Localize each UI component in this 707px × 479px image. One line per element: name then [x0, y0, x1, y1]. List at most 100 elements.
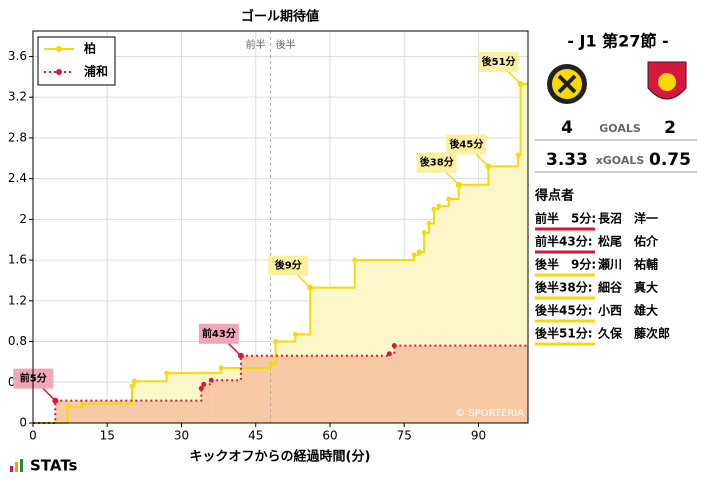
area-step — [438, 206, 449, 423]
goal-point — [455, 181, 462, 188]
goal-label: 後9分 — [275, 259, 302, 272]
y-tick-label: 2.4 — [8, 171, 27, 185]
step-line — [458, 166, 490, 186]
x-tick-label: 60 — [322, 429, 337, 443]
step-line — [134, 373, 168, 383]
scorer-time: 後半45分: — [535, 303, 593, 318]
x-tick-label: 75 — [397, 429, 412, 443]
point — [131, 378, 137, 384]
goal-point — [517, 80, 524, 87]
scorer-time: 後半 9分: — [535, 257, 596, 272]
x-tick-label: 15 — [100, 429, 115, 443]
x-tick-label: 45 — [248, 429, 263, 443]
chart-title: ゴール期待値 — [241, 9, 319, 25]
home-badge — [547, 64, 587, 104]
point — [386, 351, 392, 357]
area-step — [520, 83, 528, 423]
area-step — [240, 355, 390, 423]
home-goals: 4 — [561, 118, 573, 138]
y-tick-label: 1.2 — [8, 293, 27, 307]
goal-label-box — [268, 255, 309, 276]
footer: STATs — [30, 457, 78, 475]
first-half-label: 前半 — [246, 38, 266, 51]
step-line — [211, 355, 242, 382]
point — [268, 361, 274, 367]
area-step — [389, 353, 395, 423]
y-tick-label: 3.2 — [8, 90, 27, 104]
y-tick-label: 2 — [19, 212, 27, 226]
scorer-time: 後半38分: — [535, 280, 593, 295]
second-half-label: 後半 — [276, 38, 296, 51]
area-step — [55, 400, 202, 423]
area-step — [518, 155, 521, 423]
watermark: © SPORTERIA — [455, 408, 524, 419]
goal-point — [485, 163, 492, 170]
plot-frame — [32, 30, 529, 424]
legend-label: 浦和 — [84, 64, 108, 79]
point — [129, 383, 135, 389]
point — [416, 249, 422, 255]
step-line — [295, 287, 312, 336]
home-xg: 3.33 — [546, 150, 588, 170]
x-axis-label: キックオフからの経過時間(分) — [190, 449, 371, 465]
scorer-name: 久保 藤次郎 — [598, 326, 670, 341]
point — [352, 257, 358, 263]
x-tick-label: 90 — [471, 429, 486, 443]
round: - J1 第27節 - — [567, 32, 668, 51]
scorer-name: 小西 雄大 — [598, 303, 658, 318]
legend-dot — [56, 69, 62, 75]
point — [201, 381, 207, 387]
scorer-name: 松尾 佑介 — [598, 234, 659, 249]
area-step — [433, 209, 439, 423]
goal-label-box — [198, 323, 239, 344]
scorer-name: 長沼 洋一 — [598, 211, 658, 226]
area-step — [419, 251, 425, 423]
goal-label: 後45分 — [449, 137, 483, 150]
y-tick-label: 0 — [19, 416, 27, 430]
area-step — [201, 388, 204, 423]
point — [426, 220, 432, 226]
area-step — [203, 384, 212, 423]
y-tick-label: 0.8 — [8, 334, 27, 348]
point — [164, 370, 170, 376]
goal-label-box — [478, 51, 519, 72]
goals-label: GOALS — [599, 122, 641, 135]
area-step — [414, 255, 420, 423]
area-step — [211, 380, 241, 423]
point — [446, 196, 452, 202]
goal-label: 後51分 — [482, 55, 516, 68]
point — [292, 331, 298, 337]
legend-dot — [56, 46, 62, 52]
away-xg: 0.75 — [649, 150, 691, 170]
y-tick-label: 1.6 — [8, 253, 27, 267]
area-step — [424, 232, 429, 423]
scorer-time: 前半43分: — [535, 234, 593, 249]
scorer-time: 後半51分: — [535, 326, 593, 341]
point — [218, 365, 224, 371]
goal-label-box — [446, 134, 487, 155]
away-goals: 2 — [664, 118, 676, 138]
point — [65, 404, 71, 410]
step-line — [82, 386, 133, 405]
x-tick-label: 0 — [29, 429, 37, 443]
goal-label: 前43分 — [202, 327, 236, 340]
xg-label: xGOALS — [596, 154, 645, 167]
point — [80, 401, 85, 407]
goal-point — [52, 397, 59, 404]
legend-label: 柏 — [84, 41, 96, 56]
y-tick-label: 3.6 — [8, 49, 27, 63]
goal-point — [237, 352, 244, 359]
x-tick-label: 30 — [174, 429, 189, 443]
point — [411, 252, 417, 258]
legend-box — [37, 36, 116, 86]
step-line — [55, 388, 203, 402]
footer-logo — [10, 459, 23, 472]
point — [208, 377, 214, 383]
scorer-name: 細谷 真大 — [598, 280, 658, 295]
scorer-name: 瀬川 祐輔 — [597, 257, 658, 272]
goal-point — [307, 284, 314, 291]
y-tick-label: 2.8 — [8, 130, 27, 144]
step-line — [488, 155, 520, 168]
point — [515, 152, 521, 158]
